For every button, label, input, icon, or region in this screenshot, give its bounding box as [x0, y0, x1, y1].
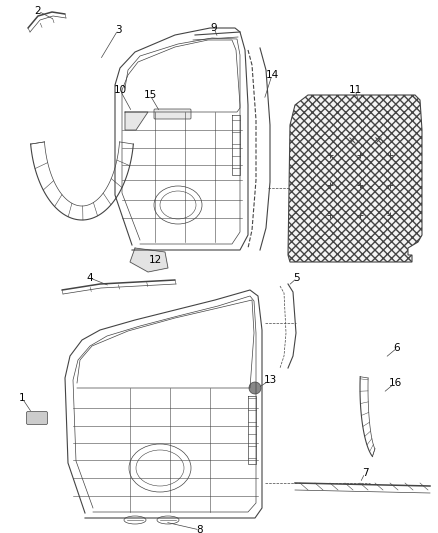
Text: 5: 5: [294, 273, 300, 283]
Text: 8: 8: [197, 525, 203, 533]
Text: 7: 7: [362, 468, 368, 478]
Text: 10: 10: [113, 85, 127, 95]
Polygon shape: [288, 95, 422, 262]
Text: 11: 11: [348, 85, 362, 95]
Text: 3: 3: [115, 25, 121, 35]
Polygon shape: [125, 112, 148, 130]
Text: 2: 2: [35, 6, 41, 16]
Text: 1: 1: [19, 393, 25, 403]
Text: 12: 12: [148, 255, 162, 265]
FancyBboxPatch shape: [27, 411, 47, 424]
Text: 14: 14: [265, 70, 279, 80]
FancyBboxPatch shape: [154, 109, 191, 119]
Text: 16: 16: [389, 378, 402, 388]
Text: 15: 15: [143, 90, 157, 100]
Text: 6: 6: [394, 343, 400, 353]
Text: 13: 13: [263, 375, 277, 385]
Polygon shape: [130, 248, 168, 272]
Text: 4: 4: [87, 273, 93, 283]
Circle shape: [249, 382, 261, 394]
Text: 9: 9: [211, 23, 217, 33]
